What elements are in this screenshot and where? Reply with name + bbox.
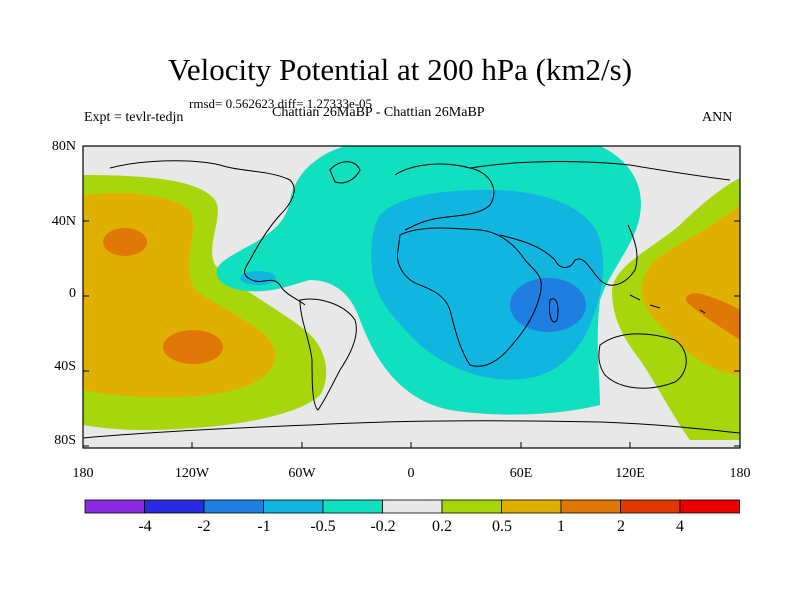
contour-positive-1-east [685,293,740,340]
contour-positive-1-west-south [163,330,223,364]
colorbar-label: 4 [676,518,684,535]
x-label-180-east: 180 [729,466,751,481]
contour-negative-0.5 [371,190,604,380]
y-label-80s: 80S [54,433,76,448]
colorbar-label: -2 [197,518,211,535]
x-label-60e: 60E [509,466,533,481]
colorbar-swatch [679,499,740,514]
colorbar-label: 0.5 [492,518,512,535]
y-label-40n: 40N [51,214,76,229]
colorbar-label: 2 [617,518,625,535]
colorbar-swatch [263,499,324,514]
y-label-0: 0 [69,286,76,301]
contour-positive-1-west-north [103,228,147,256]
colorbar-swatch [84,499,145,514]
x-label-120e: 120E [615,466,645,481]
axis-ticks [82,145,741,448]
season-label: ANN [702,110,733,125]
colorbar-label: 0.2 [432,518,452,535]
contour-negative-0.5-caribbean [240,271,276,285]
colorbar-swatch [382,499,443,514]
contour-fills [83,146,740,448]
chart-title: Velocity Potential at 200 hPa (km2/s) [167,52,633,87]
colorbar-label: -1 [257,518,271,535]
colorbar-swatch [203,499,264,514]
y-label-80n: 80N [51,139,76,154]
experiment-label: Expt = tevlr-tedjn [84,110,184,125]
colorbar-swatch [560,499,621,514]
colorbar-label: -4 [138,518,152,535]
colorbar-label: -0.2 [370,518,396,535]
contour-positive-0.5-east [641,205,740,375]
x-label-120w: 120W [174,466,210,481]
colorbar-swatch [501,499,562,514]
colorbar [84,499,740,514]
stats-subtitle: rmsd= 0.562623 diff= 1.27333e-05 [189,96,373,111]
x-label-60w: 60W [288,466,316,481]
x-label-0: 0 [407,466,415,481]
colorbar-swatch [322,499,383,514]
colorbar-swatch [144,499,205,514]
y-label-40s: 40S [54,359,76,374]
comparison-label: Chattian 26MaBP - Chattian 26MaBP [272,105,485,120]
colorbar-swatch [441,499,502,514]
colorbar-label: 1 [557,518,565,535]
colorbar-label: -0.5 [310,518,336,535]
contour-negative-1 [510,278,586,332]
coastlines [83,160,740,439]
x-label-180-west: 180 [72,466,94,481]
colorbar-swatch [620,499,681,514]
